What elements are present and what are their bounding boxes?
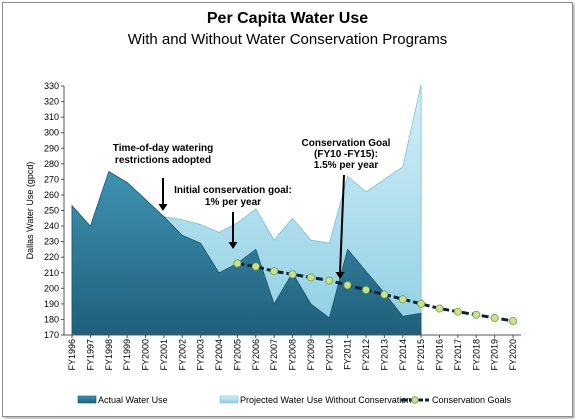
- annotation-arrow-head: [228, 242, 238, 249]
- goal-point: [508, 316, 517, 325]
- y-tick-label: 190: [44, 299, 59, 309]
- axes: 170 180 190 200 210 220 230 240 250 260 270 280 290 3…: [25, 81, 521, 371]
- goal-point: [233, 259, 242, 268]
- y-tick-label: 250: [44, 206, 59, 216]
- y-tick-label: 260: [44, 190, 59, 200]
- y-tick-label: 180: [44, 314, 59, 324]
- annotation-text: 1.5% per year: [314, 160, 379, 171]
- x-tick-label: FY2001: [159, 339, 169, 371]
- y-tick-label: 200: [44, 283, 59, 293]
- annotation-3: Conservation Goal(FY10 -FY15):1.5% per y…: [302, 138, 391, 279]
- x-tick-label: FY2010: [324, 339, 334, 371]
- x-tick-label: FY2013: [379, 339, 389, 371]
- annotation-text: Initial conservation goal:: [174, 185, 292, 196]
- goal-point: [435, 304, 444, 313]
- goal-point: [288, 270, 297, 279]
- y-tick-label: 290: [44, 143, 59, 153]
- y-tick-label: 230: [44, 237, 59, 247]
- actual-area: [71, 171, 422, 336]
- x-tick-label: FY2015: [416, 339, 426, 371]
- x-tick-label: FY1998: [104, 339, 114, 371]
- goal-point: [472, 310, 481, 319]
- x-tick-label: FY2017: [453, 339, 463, 371]
- x-tick-label: FY2018: [471, 339, 481, 371]
- x-tick-label: FY2002: [177, 339, 187, 371]
- x-tick-label: FY2020: [508, 339, 518, 371]
- y-tick-label: 240: [44, 221, 59, 231]
- y-tick-label: 220: [44, 252, 59, 262]
- goal-point: [343, 281, 352, 290]
- goal-point: [380, 290, 389, 299]
- annotation-arrow-head: [158, 204, 168, 211]
- chart-subtitle: With and Without Water Conservation Prog…: [127, 31, 448, 48]
- goal-point: [270, 267, 279, 276]
- annotation-text: Conservation Goal: [302, 138, 391, 149]
- goal-point: [306, 273, 315, 282]
- goal-point: [325, 276, 334, 285]
- x-tick-label: FY2016: [435, 339, 445, 371]
- y-tick-label: 170: [44, 330, 59, 340]
- annotation-text: 1% per year: [205, 197, 261, 208]
- y-tick-label: 330: [44, 81, 59, 91]
- x-tick-label: FY2005: [232, 339, 242, 371]
- legend-label-goals: Conservation Goals: [432, 395, 512, 405]
- y-tick-label: 210: [44, 268, 59, 278]
- x-tick-label: FY2011: [343, 339, 353, 370]
- y-axis-label: Dallas Water Use (gpcd): [25, 162, 35, 260]
- x-tick-label: FY2004: [214, 339, 224, 371]
- x-tick-label: FY2012: [361, 339, 371, 371]
- chart-title: Per Capita Water Use: [206, 10, 369, 27]
- y-tick-label: 280: [44, 159, 59, 169]
- legend-swatch-projected: [219, 395, 239, 404]
- goal-point: [361, 285, 370, 294]
- x-tick-label: FY1996: [67, 339, 77, 371]
- legend-marker-goals: [411, 396, 419, 404]
- x-tick-label: FY2008: [288, 339, 298, 371]
- plot-area: [71, 84, 517, 336]
- goal-point: [398, 295, 407, 304]
- x-tick-label: FY2019: [490, 339, 500, 371]
- y-tick-label: 300: [44, 128, 59, 138]
- annotation-text: Time-of-day watering: [113, 143, 213, 154]
- annotation-arrow-shaft: [339, 174, 345, 274]
- x-tick-label: FY1999: [122, 339, 132, 371]
- annotation-text: restrictions adopted: [115, 155, 211, 166]
- goal-line: [237, 261, 514, 323]
- goal-point: [453, 307, 462, 316]
- annotation-text: (FY10 -FY15):: [314, 149, 378, 160]
- goal-point: [251, 262, 260, 271]
- x-tick-label: FY2000: [141, 339, 151, 371]
- y-tick-label: 320: [44, 97, 59, 107]
- legend-label-actual: Actual Water Use: [98, 395, 168, 405]
- x-tick-label: FY2007: [269, 339, 279, 371]
- x-tick-label: FY2009: [306, 339, 316, 371]
- x-tick-label: FY2006: [251, 339, 261, 371]
- legend-label-projected: Projected Water Use Without Conservation: [240, 395, 411, 405]
- annotation-arrow-head: [335, 272, 345, 279]
- x-tick-label: FY1997: [85, 339, 95, 371]
- x-tick-label: FY2003: [196, 339, 206, 371]
- legend: Actual Water Use Projected Water Use With…: [77, 395, 512, 405]
- goal-point: [490, 313, 499, 322]
- legend-swatch-actual: [77, 395, 97, 404]
- y-tick-label: 310: [44, 112, 59, 122]
- y-tick-label: 270: [44, 174, 59, 184]
- annotation-2: Initial conservation goal:1% per year: [174, 185, 292, 249]
- goal-point: [417, 299, 426, 308]
- x-tick-label: FY2014: [398, 339, 408, 371]
